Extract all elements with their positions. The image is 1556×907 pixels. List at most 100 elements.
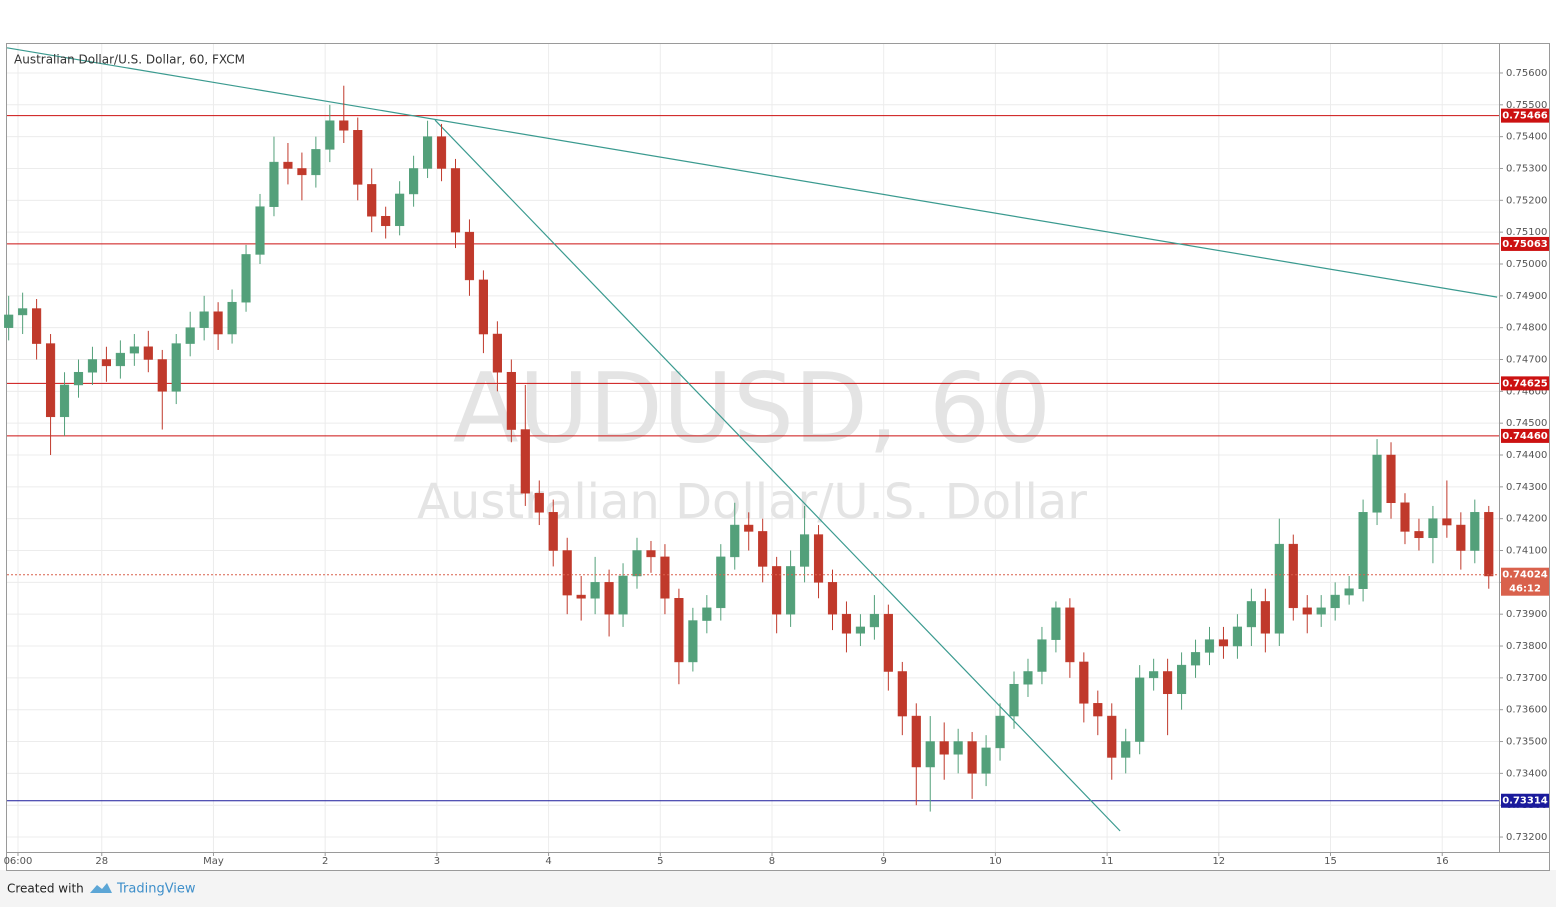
candle-body [1051, 607, 1061, 640]
y-tick-label: 0.74200 [1506, 514, 1547, 525]
candle-body [799, 534, 810, 567]
candle-body [576, 594, 586, 599]
y-tick-label: 0.74700 [1506, 354, 1547, 365]
candle-body [1344, 588, 1354, 596]
candle-body [353, 130, 363, 185]
candle-body [1232, 626, 1243, 647]
candle-body [1456, 524, 1466, 551]
candle-body [115, 352, 125, 367]
y-tick-label: 0.74300 [1506, 482, 1547, 493]
candle-body [813, 534, 824, 583]
candle-body [590, 582, 600, 599]
candle-body [1037, 639, 1047, 672]
trend-line [434, 119, 1121, 832]
candle-body [702, 607, 712, 621]
countdown: 46:12 [1509, 584, 1541, 595]
candle-body [1135, 677, 1145, 742]
level-tag [1501, 793, 1549, 808]
candle-body [1288, 543, 1298, 609]
candle-body [730, 524, 740, 558]
chart-frame [6, 43, 1550, 871]
y-tick-label: 0.74500 [1506, 418, 1547, 429]
x-tick-label: 11 [1101, 856, 1114, 867]
footer-brand[interactable]: TradingView [116, 882, 196, 897]
candle-body [688, 620, 698, 663]
candle-body [1176, 664, 1187, 695]
candle-body [101, 359, 111, 367]
y-tick-label: 0.73800 [1506, 641, 1547, 652]
candle-body [255, 206, 265, 255]
y-tick-label: 0.74600 [1506, 386, 1547, 397]
level-label: 0.74625 [1502, 378, 1548, 389]
y-tick-label: 0.75500 [1506, 100, 1547, 111]
candle-body [758, 531, 768, 567]
candle-body [1023, 671, 1033, 685]
y-tick-label: 0.75600 [1506, 68, 1547, 79]
x-tick-label: 2 [322, 856, 328, 867]
level-tag [1501, 236, 1549, 251]
level-label: 0.73314 [1502, 796, 1548, 807]
last-price-label: 0.74024 [1502, 570, 1548, 581]
candle-body [1400, 502, 1410, 532]
candle-body [855, 626, 866, 634]
candle-body [618, 575, 628, 615]
x-tick-label: 3 [434, 856, 440, 867]
y-tick-label: 0.73500 [1506, 737, 1547, 748]
candle-body [87, 359, 98, 373]
candle-body [506, 371, 516, 430]
grid [7, 44, 1499, 852]
x-tick-label: 16 [1436, 856, 1449, 867]
candle-body [1163, 671, 1173, 695]
trend-line [6, 47, 1498, 298]
candle-body [45, 343, 56, 418]
candle-body [157, 359, 167, 392]
candle-body [1107, 715, 1117, 758]
y-tick-label: 0.73400 [1506, 768, 1547, 779]
candle-body [744, 524, 754, 532]
footer-text: Created with [7, 882, 84, 896]
candle-body [1316, 607, 1326, 615]
candle-body [199, 311, 209, 328]
candle-body [422, 136, 433, 169]
candle-body [1442, 518, 1452, 526]
candle-body [716, 556, 726, 609]
candle-body [1079, 661, 1089, 704]
y-tick-label: 0.75300 [1506, 163, 1547, 174]
candle-body [213, 311, 223, 335]
candle-body [325, 120, 335, 150]
y-tick-label: 0.74100 [1506, 546, 1547, 557]
candle-body [981, 747, 991, 774]
candle-body [450, 168, 461, 233]
footer-bar [0, 870, 1556, 907]
level-tag [1501, 376, 1549, 391]
x-tick-label: 12 [1212, 856, 1225, 867]
x-tick-label: 4 [545, 856, 551, 867]
candle-body [1274, 543, 1284, 634]
y-tick-label: 0.75200 [1506, 195, 1547, 206]
last-price-tag [1501, 567, 1549, 596]
candle-body [1121, 741, 1131, 758]
candle-body [171, 343, 181, 392]
candle-body [241, 254, 251, 303]
candle-body [395, 193, 405, 227]
candle-body [534, 492, 544, 513]
candle-body [562, 550, 572, 596]
y-tick-label: 0.75100 [1506, 227, 1547, 238]
candle-body [311, 149, 321, 176]
candle-body [381, 215, 391, 227]
candle-body [1358, 512, 1368, 589]
candle-body [1093, 703, 1103, 717]
plot [4, 47, 1499, 832]
y-tick-label: 0.74900 [1506, 291, 1547, 302]
x-tick-label: 10 [989, 856, 1002, 867]
candle-body [646, 550, 656, 558]
candle-body [869, 613, 879, 628]
candle-body [492, 333, 502, 373]
y-tick-label: 0.75000 [1506, 259, 1547, 270]
candle-body [953, 741, 963, 755]
y-tick-label: 0.75400 [1506, 132, 1547, 143]
candle-body [129, 346, 139, 354]
candle-body [841, 613, 852, 634]
candle-body [478, 279, 488, 335]
